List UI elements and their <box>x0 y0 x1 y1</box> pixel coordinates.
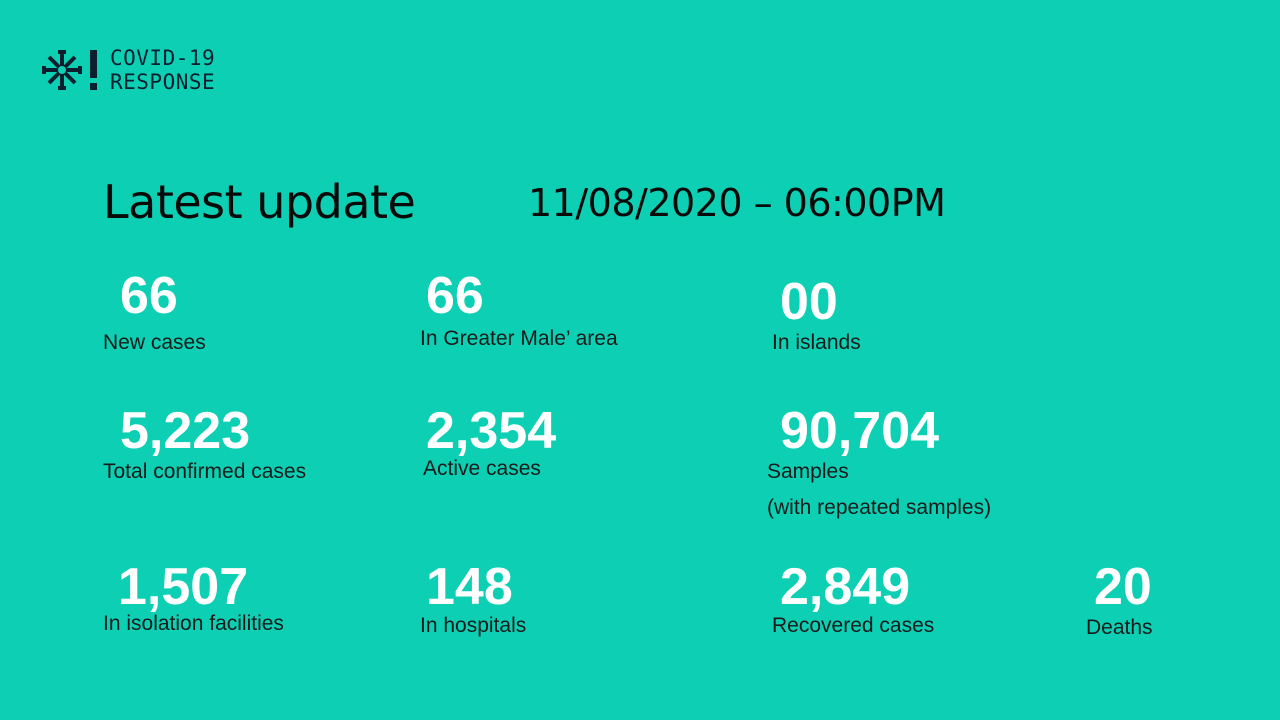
stat-label: Deaths <box>1086 616 1153 639</box>
stat-value: 1,507 <box>118 558 249 616</box>
stat-hospitals: 148 In hospitals <box>420 559 680 649</box>
stat-value: 66 <box>120 267 178 325</box>
stat-value: 148 <box>426 558 513 616</box>
stat-value: 66 <box>426 267 484 325</box>
stat-isolation: 1,507 In isolation facilities <box>103 559 403 649</box>
page-title: Latest update <box>103 175 416 229</box>
stat-active: 2,354 Active cases <box>423 403 683 493</box>
stat-value: 20 <box>1094 558 1152 616</box>
stat-value: 5,223 <box>120 402 251 460</box>
stat-label: Samples <box>767 460 849 483</box>
stat-note: (with repeated samples) <box>767 496 992 519</box>
stat-label: Total confirmed cases <box>103 460 307 483</box>
logo-line-1: COVID-19 <box>110 46 216 70</box>
stat-label: In islands <box>772 331 861 354</box>
stat-new-cases: 66 New cases <box>103 268 363 358</box>
stat-value: 90,704 <box>780 402 940 460</box>
logo-line-2: RESPONSE <box>110 70 216 94</box>
stat-islands: 00 In islands <box>772 274 1032 364</box>
stat-label: In hospitals <box>420 614 527 637</box>
stat-total-confirmed: 5,223 Total confirmed cases <box>103 403 403 493</box>
stat-value: 2,354 <box>426 402 557 460</box>
stat-value: 00 <box>780 273 838 331</box>
update-datetime: 11/08/2020 – 06:00PM <box>528 181 946 225</box>
covid-response-logo: COVID-19 RESPONSE <box>40 44 260 96</box>
stat-label: Active cases <box>423 457 541 480</box>
stat-label: New cases <box>103 331 206 354</box>
stat-label: In Greater Male’ area <box>420 327 618 350</box>
stat-value: 2,849 <box>780 558 911 616</box>
stat-greater-male: 66 In Greater Male’ area <box>420 268 720 358</box>
asterisk-exclamation-icon <box>42 50 97 90</box>
stat-recovered: 2,849 Recovered cases <box>772 559 1052 649</box>
stat-samples: 90,704 Samples (with repeated samples) <box>767 403 1087 523</box>
stat-label: In isolation facilities <box>103 612 284 635</box>
stat-label: Recovered cases <box>772 614 935 637</box>
stat-deaths: 20 Deaths <box>1086 559 1246 649</box>
logo-wordmark: COVID-19 RESPONSE <box>110 46 215 94</box>
